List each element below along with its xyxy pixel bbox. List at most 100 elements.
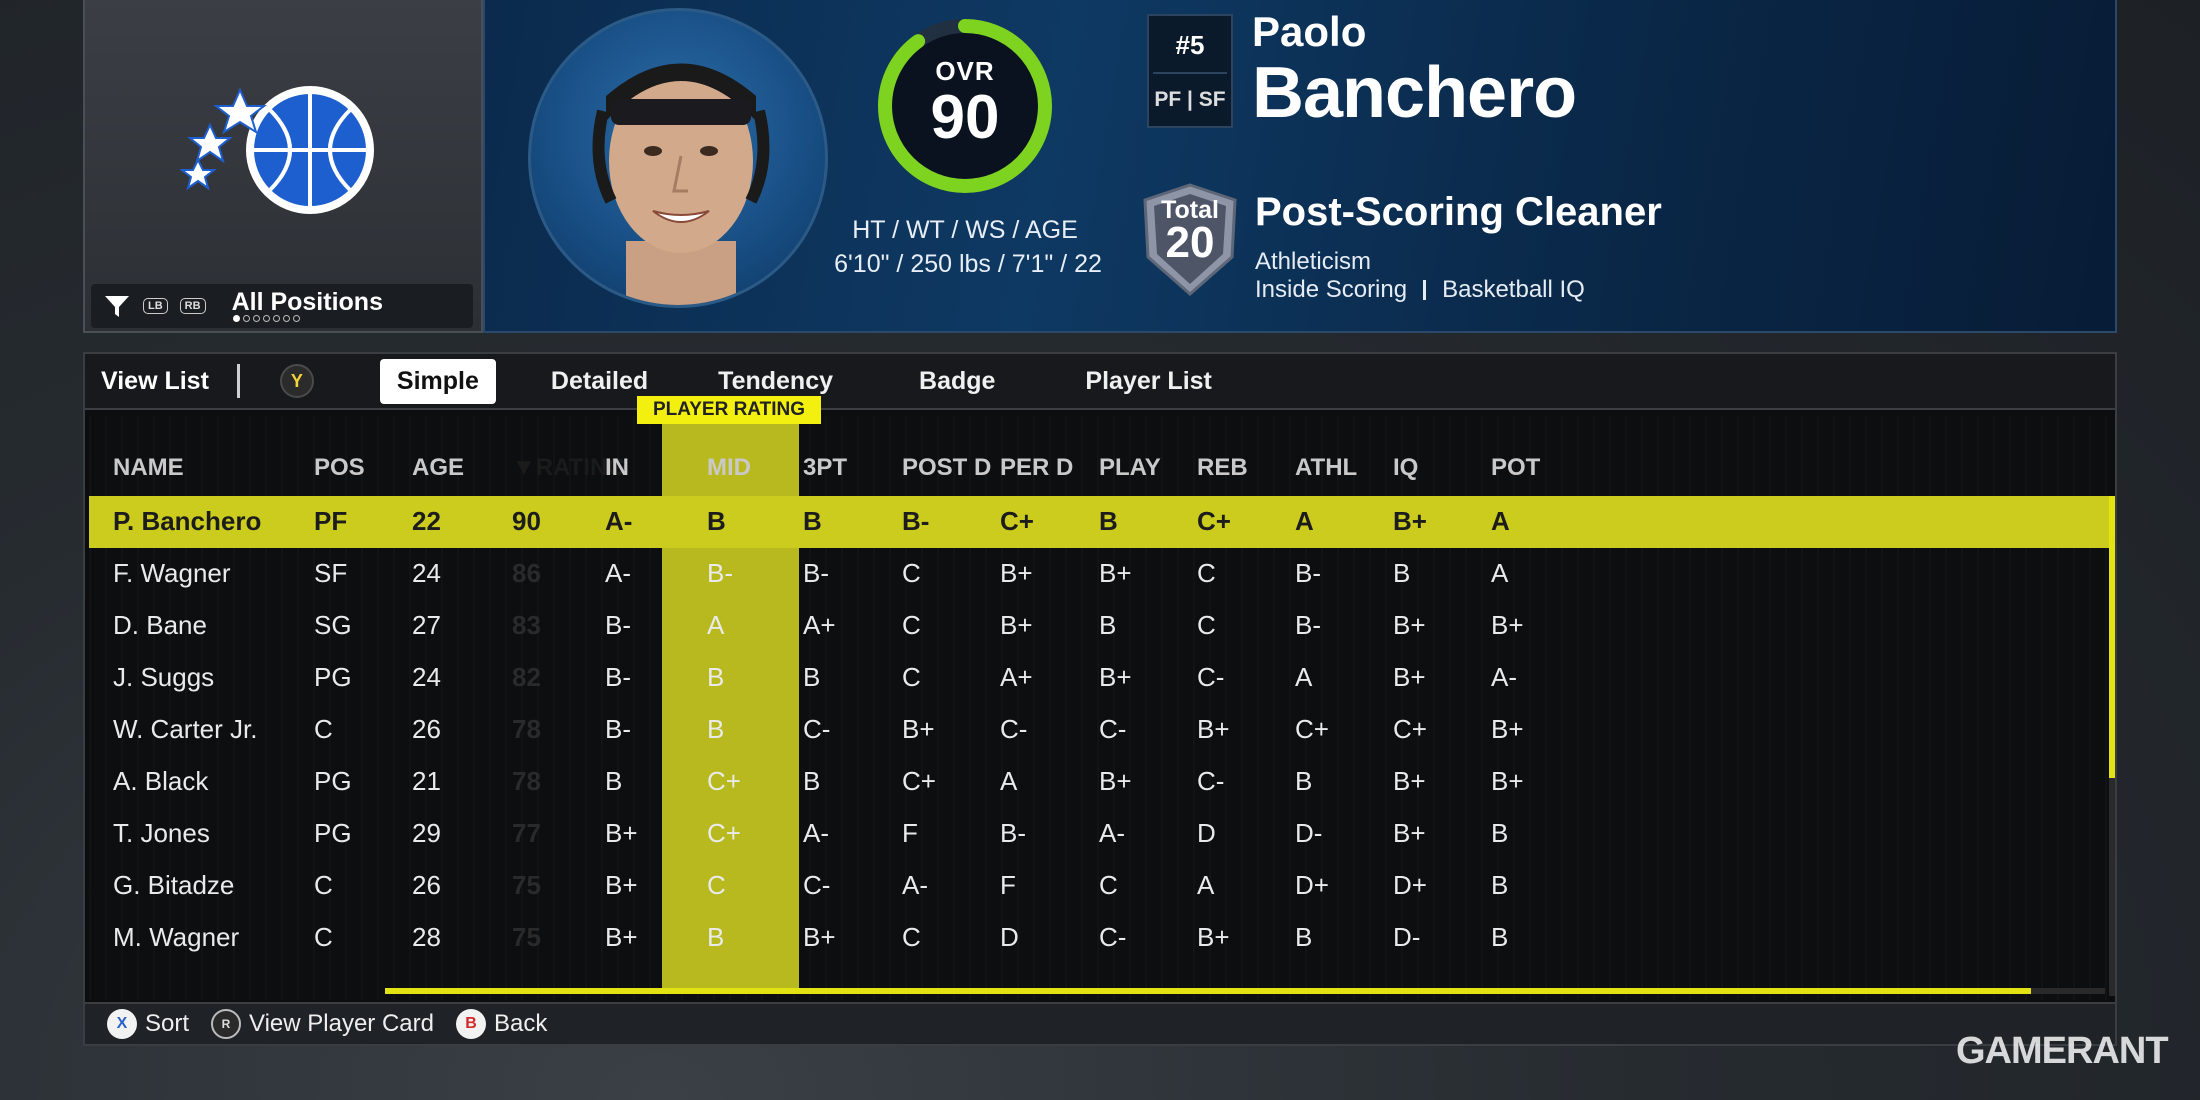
table-row[interactable]: D. Bane SG 27 83 B- A A+ C B+ B C B- B+ B+ [89, 600, 2109, 652]
cell-per-d: B- [1000, 818, 1026, 848]
cell-mid: C [707, 870, 726, 900]
cell-name: F. Wagner [113, 558, 231, 588]
cell-iq: D- [1393, 922, 1421, 952]
tab-player-list[interactable]: Player List [1085, 366, 1212, 395]
column-header-pos[interactable]: POS [314, 454, 365, 481]
cell-post-d: B- [902, 506, 930, 536]
horizontal-scrollbar[interactable] [385, 988, 2105, 994]
column-header-age[interactable]: AGE [412, 454, 465, 481]
column-header-per-d[interactable]: PER D [1000, 454, 1074, 481]
cell-iq: B [1393, 558, 1411, 588]
cell-pot: B+ [1491, 766, 1524, 796]
view-player-card-hint[interactable]: R View Player Card [211, 1009, 434, 1039]
cell-mid: B [707, 662, 725, 692]
cell-in: B+ [605, 818, 638, 848]
sort-hint[interactable]: X Sort [107, 1009, 189, 1039]
jersey-box: #5 PF | SF [1147, 14, 1233, 128]
cell-name: M. Wagner [113, 922, 240, 952]
column-header-play[interactable]: PLAY [1099, 454, 1161, 481]
vertical-scrollbar[interactable] [2109, 496, 2115, 996]
tab-badge[interactable]: Badge [919, 366, 996, 395]
cell-name: T. Jones [113, 818, 210, 848]
cell-reb: C [1197, 610, 1216, 640]
cell-post-d: F [902, 818, 918, 848]
tab-tendency[interactable]: Tendency [718, 366, 834, 395]
column-header-mid[interactable]: MID [707, 454, 751, 481]
cell-pos: C [314, 870, 333, 900]
cell-iq: B+ [1393, 610, 1426, 640]
column-header-in[interactable]: IN [605, 454, 629, 481]
column-header-3pt[interactable]: 3PT [803, 454, 848, 481]
archetype-attr-1: Athleticism [1255, 248, 1372, 275]
table-row[interactable]: F. Wagner SF 24 86 A- B- B- C B+ B+ C B- B A [89, 548, 2109, 600]
cell-age: 22 [412, 506, 441, 536]
cell-iq: B+ [1393, 506, 1427, 536]
gamerant-watermark: GAMERANT [1956, 1030, 2169, 1073]
table-row[interactable]: M. Wagner C 28 75 B+ B B+ C D C- B+ B D- B [89, 912, 2109, 964]
table-row[interactable]: P. Banchero PF 22 90 A- B B B- C+ B C+ A B+ A [89, 496, 2109, 548]
column-header-post-d[interactable]: POST D [902, 454, 992, 481]
button-hint-bar: X Sort R View Player Card B Back [83, 1004, 2117, 1046]
tab-detailed[interactable]: Detailed [550, 366, 649, 395]
cell-rating: 78 [512, 766, 541, 796]
y-button-icon[interactable]: Y [279, 364, 314, 398]
cell-iq: C+ [1393, 714, 1427, 744]
cell-pot: B+ [1491, 714, 1524, 744]
cell-pot: B+ [1491, 610, 1524, 640]
column-header-reb[interactable]: REB [1197, 454, 1248, 481]
back-hint[interactable]: B Back [455, 1009, 548, 1039]
badge-total-label: Total [1161, 196, 1219, 224]
tab-simple[interactable]: Simple [379, 358, 496, 404]
cell-mid: B- [707, 558, 733, 588]
lb-button-icon: LB [143, 298, 168, 314]
filter-page-dots [233, 315, 300, 322]
table-row[interactable]: G. Bitadze C 26 75 B+ C C- A- F C A D+ D+ B [89, 860, 2109, 912]
watermark-game: GAME [1956, 1030, 2067, 1072]
column-header-pot[interactable]: POT [1491, 454, 1541, 481]
cell-in: B- [605, 714, 631, 744]
cell-age: 27 [412, 610, 441, 640]
cell-per-d: A [1000, 766, 1018, 796]
table-row[interactable]: J. Suggs PG 24 82 B- B B C A+ B+ C- A B+ A- [89, 652, 2109, 704]
cell-per-d: C- [1000, 714, 1028, 744]
column-header-rating[interactable]: ▼RATING [512, 454, 626, 481]
cell-rating: 75 [512, 870, 541, 900]
filter-icon [105, 296, 129, 317]
cell-pot: B [1491, 818, 1509, 848]
table-header: NAME POS AGE ▼RATING IN MID 3PT POST D PER D PLAY… [89, 454, 2109, 498]
cell-rating: 86 [512, 558, 541, 588]
cell-name: A. Black [113, 766, 209, 796]
table-row[interactable]: A. Black PG 21 78 B C+ B C+ A B+ C- B B+ B+ [89, 756, 2109, 808]
horizontal-scroll-thumb[interactable] [385, 988, 2031, 994]
cell-pos: PG [314, 662, 352, 692]
player-portrait-icon [528, 8, 828, 308]
r-button-icon: R [211, 1009, 242, 1039]
sort-column-tag: PLAYER RATING [637, 396, 821, 424]
cell-age: 21 [412, 766, 441, 796]
cell-play: B+ [1099, 558, 1132, 588]
cell-mid: B [707, 506, 726, 536]
back-label: Back [493, 1010, 548, 1037]
cell-pot: A- [1491, 662, 1517, 692]
bio-label: HT / WT / WS / AGE [852, 216, 1078, 244]
column-header-name[interactable]: NAME [113, 454, 184, 481]
column-header-athl[interactable]: ATHL [1295, 454, 1358, 481]
divider [1423, 280, 1427, 300]
column-header-iq[interactable]: IQ [1393, 454, 1419, 481]
position-filter[interactable]: LB RB All Positions [91, 284, 473, 328]
cell-play: A- [1099, 818, 1125, 848]
table-row[interactable]: T. Jones PG 29 77 B+ C+ A- F B- A- D D- B+ B [89, 808, 2109, 860]
cell-in: A- [605, 506, 633, 536]
player-last-name: Banchero [1252, 53, 1577, 133]
view-player-card-label: View Player Card [249, 1010, 434, 1037]
cell-reb: C- [1197, 662, 1225, 692]
cell-per-d: C+ [1000, 506, 1034, 536]
cell-pos: PF [314, 506, 348, 536]
cell-athl: C+ [1295, 714, 1329, 744]
vertical-scroll-thumb[interactable] [2109, 496, 2115, 778]
cell-pot: B [1491, 870, 1509, 900]
table-row[interactable]: W. Carter Jr. C 26 78 B- B C- B+ C- C- B+ C+ C+ B+ [89, 704, 2109, 756]
cell-rating: 82 [512, 662, 541, 692]
cell-athl: B- [1295, 610, 1321, 640]
cell-pot: A [1491, 506, 1510, 536]
